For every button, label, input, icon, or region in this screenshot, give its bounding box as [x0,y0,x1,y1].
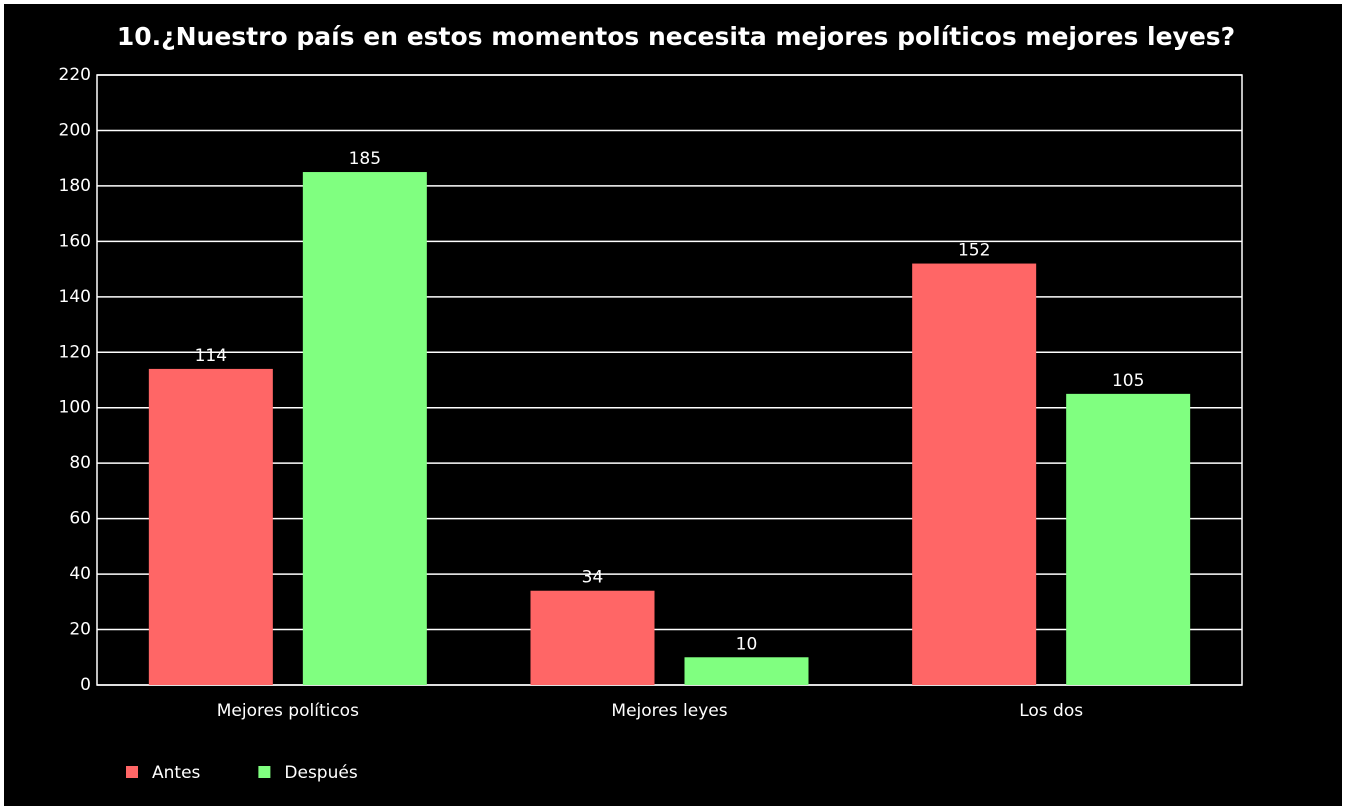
y-tick-label: 40 [69,564,91,584]
bar [302,172,427,685]
y-tick-label: 100 [59,398,91,418]
plot-frame [96,74,1243,686]
data-label: 185 [349,149,381,169]
y-tick-label: 60 [69,509,91,529]
x-tick-label: Mejores leyes [611,701,727,721]
legend-label: Después [284,763,357,783]
x-tick-label: Los dos [1019,701,1083,721]
y-tick-label: 120 [59,342,91,362]
data-label: 114 [195,346,227,366]
data-label: 10 [736,634,758,654]
y-tick-label: 20 [69,620,91,640]
bar [148,368,273,685]
bar [1066,393,1191,685]
data-label: 105 [1112,371,1144,391]
y-tick-label: 80 [69,453,91,473]
bar [530,590,655,685]
y-tick-label: 0 [80,675,91,695]
data-label: 152 [958,241,990,261]
y-tick-label: 160 [59,231,91,251]
legend-swatch [126,766,138,778]
bar [684,657,809,685]
data-label: 34 [582,568,604,588]
x-tick-label: Mejores políticos [217,701,359,721]
y-tick-label: 220 [59,65,91,85]
bar [912,263,1037,685]
chart-title: 10.¿Nuestro país en estos momentos neces… [117,22,1235,51]
legend-swatch [258,766,271,778]
y-tick-label: 180 [59,176,91,196]
y-tick-label: 140 [59,287,91,307]
legend-label: Antes [152,763,201,783]
y-tick-label: 200 [59,120,91,140]
